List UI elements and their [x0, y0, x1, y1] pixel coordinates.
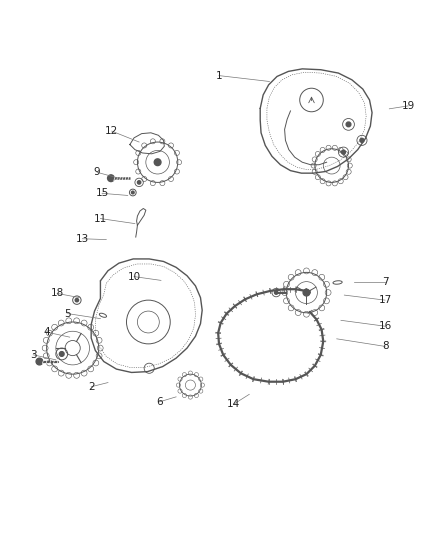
- Text: 14: 14: [227, 399, 240, 409]
- Circle shape: [303, 289, 310, 296]
- Circle shape: [275, 291, 278, 294]
- Circle shape: [138, 181, 141, 184]
- Circle shape: [60, 352, 64, 357]
- Circle shape: [131, 191, 134, 194]
- Circle shape: [360, 139, 364, 142]
- Circle shape: [342, 150, 346, 154]
- Text: 6: 6: [156, 397, 162, 407]
- Text: 4: 4: [43, 327, 50, 337]
- Text: 5: 5: [64, 309, 71, 319]
- Text: 2: 2: [88, 382, 95, 392]
- Text: 15: 15: [95, 188, 109, 198]
- Circle shape: [75, 298, 78, 302]
- Circle shape: [346, 122, 351, 127]
- Text: 18: 18: [50, 288, 64, 298]
- Text: 16: 16: [378, 321, 392, 331]
- Text: 19: 19: [402, 101, 415, 111]
- Text: 12: 12: [105, 126, 118, 136]
- Text: 17: 17: [378, 295, 392, 305]
- Text: 1: 1: [215, 70, 223, 80]
- Text: 8: 8: [382, 342, 389, 351]
- Text: 9: 9: [94, 167, 100, 177]
- Text: 3: 3: [30, 350, 36, 360]
- Circle shape: [154, 159, 161, 166]
- Circle shape: [36, 358, 43, 365]
- Text: 7: 7: [382, 278, 389, 287]
- Circle shape: [108, 175, 114, 182]
- Text: 10: 10: [127, 272, 141, 281]
- Text: 11: 11: [94, 214, 107, 223]
- Text: 13: 13: [76, 234, 89, 244]
